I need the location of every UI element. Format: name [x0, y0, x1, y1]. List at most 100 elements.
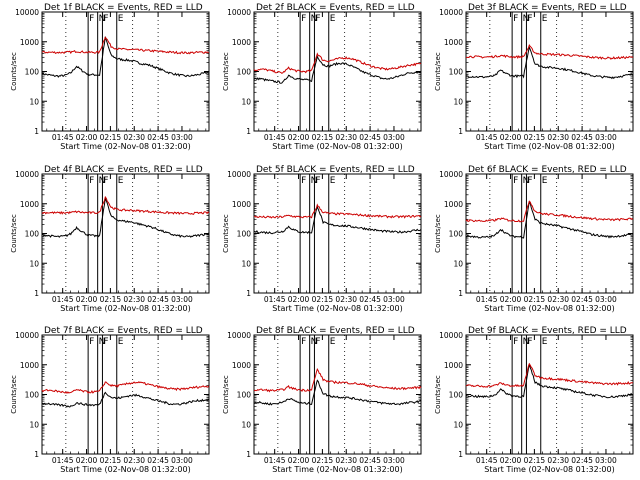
det-3-ytick-label: 10: [453, 97, 463, 106]
det-7-lld-line: [41, 381, 210, 395]
det-5-ylabel: Counts/sec: [222, 214, 230, 253]
det-9-xtick-label: 02:00: [500, 456, 522, 465]
det-1-xtick-label: 01:45: [52, 133, 74, 142]
det-6-title: Det 6f BLACK = Events, RED = LLD: [468, 165, 627, 175]
det-3-xtick-label: 03:00: [595, 133, 617, 142]
det-5-xlabel: Start Time (02-Nov-08 01:32:00): [272, 304, 402, 313]
det-1-frame: [41, 11, 210, 132]
det-8-ytick-label: 1: [246, 450, 251, 459]
det-8-xtick-label: 03:00: [383, 456, 405, 465]
det-1-ytick-label: 10000: [15, 8, 39, 17]
det-3-lld-line: [465, 43, 634, 60]
det-7-interval-mark: F: [89, 337, 94, 347]
det-4-interval-mark: F: [103, 176, 108, 186]
det-3-ytick-label: 100: [449, 68, 464, 77]
det-9-ytick-label: 1: [458, 450, 463, 459]
det-6-ytick-label: 1000: [444, 200, 463, 209]
det-9-frame: [465, 334, 634, 455]
det-9-ylabel: Counts/sec: [434, 375, 442, 414]
det-6-xtick-label: 02:45: [571, 295, 593, 304]
det-8-interval-mark: N: [311, 337, 318, 347]
det-5-xtick-label: 02:15: [312, 295, 334, 304]
det-9-interval-mark: N: [523, 337, 530, 347]
det-3-frame: [465, 11, 634, 132]
det-2-interval-mark: F: [301, 14, 306, 24]
det-3-interval-mark: N: [523, 14, 530, 24]
det-7-frame: [41, 334, 210, 455]
det-9-events-line: [465, 363, 634, 399]
det-2-events-line: [253, 54, 422, 84]
det-2-ytick-label: 10: [241, 97, 251, 106]
det-6-xtick-label: 01:45: [476, 295, 498, 304]
det-3-xtick-label: 02:15: [524, 133, 546, 142]
det-1-xtick-label: 02:00: [76, 133, 98, 142]
det-1-interval-mark: F: [89, 14, 94, 24]
det-4-ytick-label: 1: [34, 289, 39, 298]
det-3-interval-mark: F: [527, 14, 532, 24]
det-9-xtick-label: 02:30: [547, 456, 569, 465]
det-8-frame: [253, 334, 422, 455]
det-2-xtick-label: 03:00: [383, 133, 405, 142]
det-4-xlabel: Start Time (02-Nov-08 01:32:00): [60, 304, 190, 313]
det-7-xtick-label: 01:45: [52, 456, 74, 465]
det-7-xtick-label: 02:15: [100, 456, 122, 465]
det-3-ytick-label: 1000: [444, 38, 463, 47]
det-7-xtick-label: 02:45: [147, 456, 169, 465]
det-6-ytick-label: 10: [453, 259, 463, 268]
det-1-interval-mark: N: [99, 14, 106, 24]
det-8-interval-mark: F: [301, 337, 306, 347]
det-1-xtick-label: 02:15: [100, 133, 122, 142]
det-8-title: Det 8f BLACK = Events, RED = LLD: [256, 326, 415, 336]
det-9-title: Det 9f BLACK = Events, RED = LLD: [468, 326, 627, 336]
det-1-xtick-label: 02:45: [147, 133, 169, 142]
det-5-ytick-label: 1: [246, 289, 251, 298]
det-4-xtick-label: 01:45: [52, 295, 74, 304]
det-7-ylabel: Counts/sec: [10, 375, 18, 414]
det-8-ytick-label: 10000: [227, 331, 251, 340]
det-4-ytick-label: 10000: [15, 170, 39, 179]
det-6-interval-mark: N: [523, 176, 530, 186]
det-4-xtick-label: 02:15: [100, 295, 122, 304]
det-2-lld-line: [253, 52, 422, 74]
det-3-xlabel: Start Time (02-Nov-08 01:32:00): [484, 142, 614, 151]
det-1-xtick-label: 03:00: [171, 133, 193, 142]
det-1-xlabel: Start Time (02-Nov-08 01:32:00): [60, 142, 190, 151]
det-5-lld-line: [253, 203, 422, 219]
det-2-interval-mark: N: [311, 14, 318, 24]
det-6-interval-mark: E: [542, 176, 548, 186]
det-1-lld-line: [41, 36, 210, 55]
det-2-xtick-label: 02:30: [335, 133, 357, 142]
det-7-xlabel: Start Time (02-Nov-08 01:32:00): [60, 465, 190, 474]
det-4-interval-mark: N: [99, 176, 106, 186]
det-9-interval-mark: F: [527, 337, 532, 347]
det-7-interval-mark: F: [103, 337, 108, 347]
det-5-xtick-label: 02:00: [288, 295, 310, 304]
det-6-ytick-label: 1: [458, 289, 463, 298]
det-8-xtick-label: 02:15: [312, 456, 334, 465]
det-2-ytick-label: 10000: [227, 8, 251, 17]
det-3-ytick-label: 1: [458, 127, 463, 136]
det-5-ytick-label: 10000: [227, 170, 251, 179]
det-1-ytick-label: 10: [29, 97, 39, 106]
det-9-xtick-label: 03:00: [595, 456, 617, 465]
det-6-ytick-label: 10000: [439, 170, 463, 179]
det-7-xtick-label: 02:30: [123, 456, 145, 465]
det-4-interval-mark: F: [89, 176, 94, 186]
det-8-interval-mark: E: [330, 337, 336, 347]
det-4-xtick-label: 02:45: [147, 295, 169, 304]
det-1-ytick-label: 1000: [20, 38, 39, 47]
det-7-interval-mark: N: [99, 337, 106, 347]
det-8-xtick-label: 01:45: [264, 456, 286, 465]
det-1-ytick-label: 100: [25, 68, 40, 77]
det-7-title: Det 7f BLACK = Events, RED = LLD: [44, 326, 203, 336]
det-6-xlabel: Start Time (02-Nov-08 01:32:00): [484, 304, 614, 313]
det-6-xtick-label: 02:15: [524, 295, 546, 304]
det-8-xlabel: Start Time (02-Nov-08 01:32:00): [272, 465, 402, 474]
det-4-title: Det 4f BLACK = Events, RED = LLD: [44, 165, 203, 175]
det-9-ytick-label: 1000: [444, 361, 463, 370]
det-4-ytick-label: 1000: [20, 200, 39, 209]
det-1-title: Det 1f BLACK = Events, RED = LLD: [44, 3, 203, 13]
det-5-interval-mark: N: [311, 176, 318, 186]
det-9-xtick-label: 02:15: [524, 456, 546, 465]
